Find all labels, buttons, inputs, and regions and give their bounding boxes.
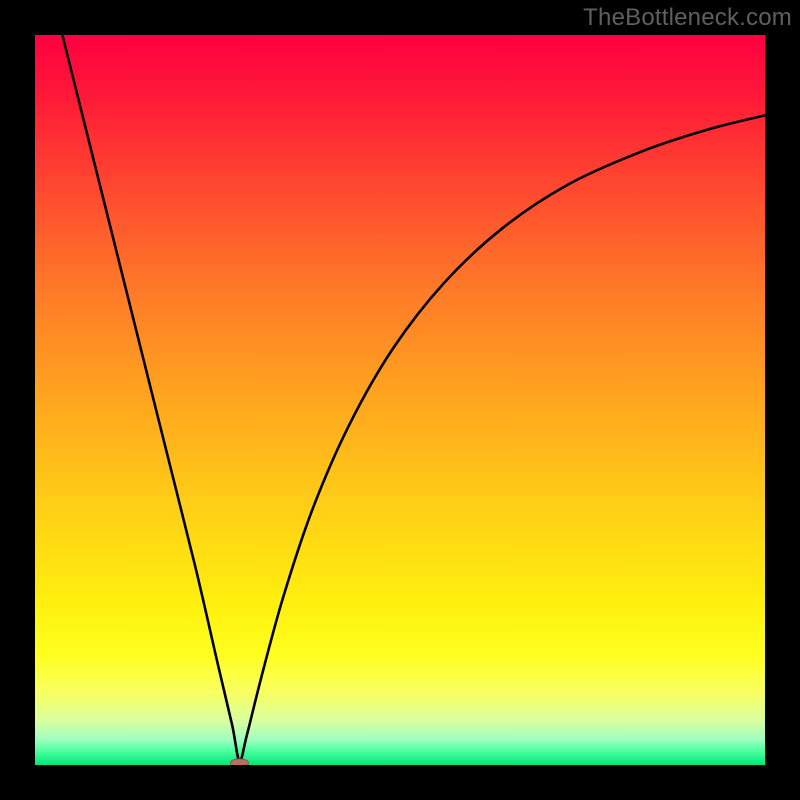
- plot-background-gradient: [35, 35, 765, 765]
- watermark-text: TheBottleneck.com: [583, 4, 792, 32]
- chart-frame: TheBottleneck.com: [0, 0, 800, 800]
- chart-svg: [0, 0, 800, 800]
